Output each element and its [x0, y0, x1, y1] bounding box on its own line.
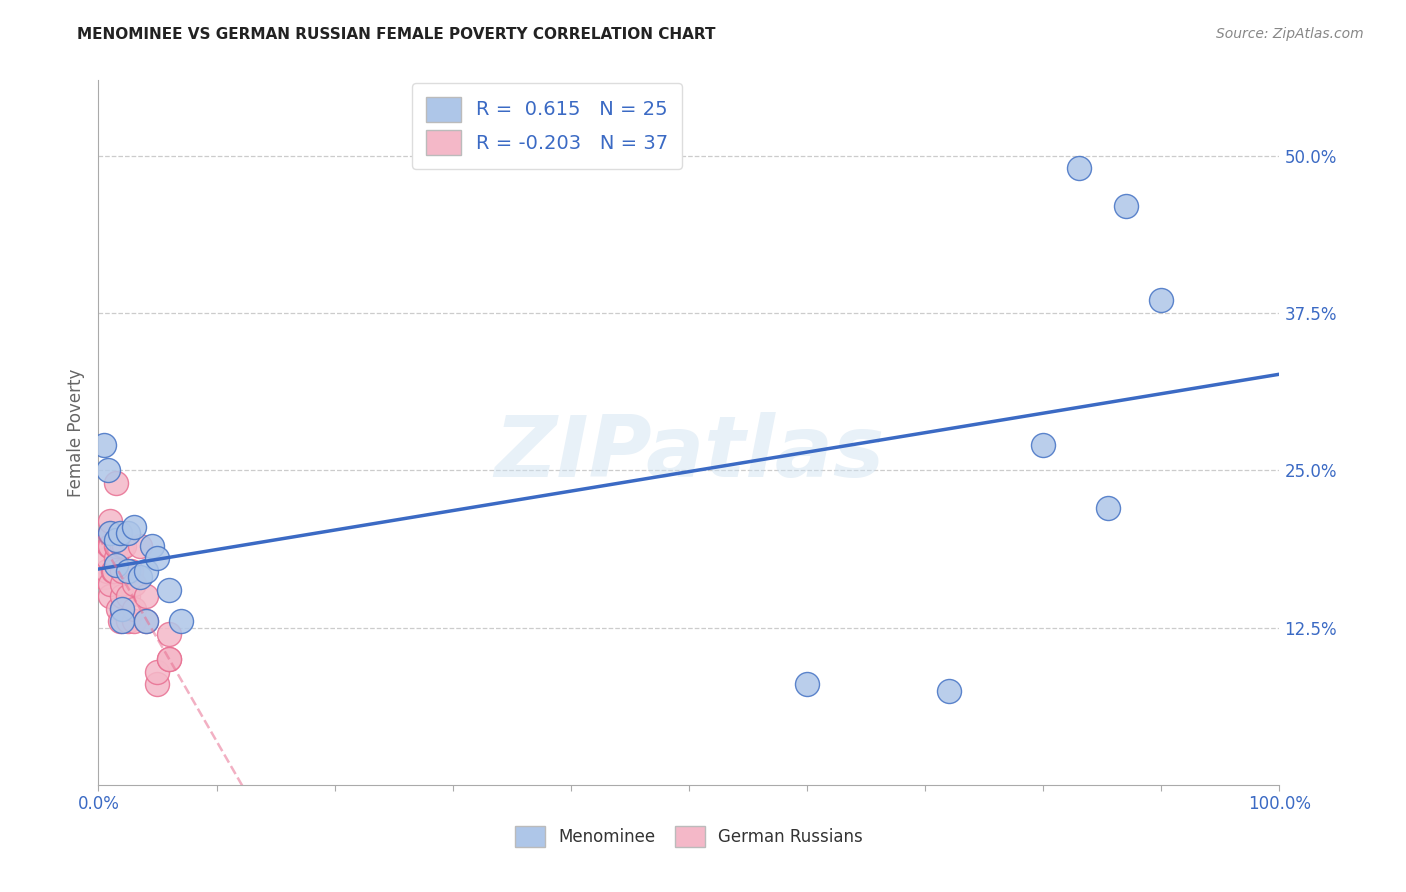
Point — [98, 539, 121, 553]
Point — [105, 558, 128, 572]
Point — [93, 570, 115, 584]
Point — [111, 615, 134, 629]
Point — [122, 520, 145, 534]
Point — [141, 539, 163, 553]
Point — [157, 582, 180, 597]
Text: Source: ZipAtlas.com: Source: ZipAtlas.com — [1216, 27, 1364, 41]
Point — [146, 551, 169, 566]
Point — [93, 438, 115, 452]
Point — [97, 463, 120, 477]
Point — [105, 475, 128, 490]
Point — [117, 615, 139, 629]
Point — [135, 589, 157, 603]
Point — [938, 683, 960, 698]
Point — [111, 589, 134, 603]
Point — [121, 564, 143, 578]
Point — [101, 564, 124, 578]
Point — [98, 576, 121, 591]
Point — [108, 615, 131, 629]
Point — [98, 539, 121, 553]
Point — [122, 601, 145, 615]
Point — [157, 652, 180, 666]
Point — [98, 526, 121, 541]
Point — [1115, 199, 1137, 213]
Point — [1150, 293, 1173, 308]
Point — [107, 601, 129, 615]
Legend: Menominee, German Russians: Menominee, German Russians — [508, 820, 870, 855]
Point — [122, 576, 145, 591]
Point — [111, 564, 134, 578]
Point — [111, 601, 134, 615]
Point — [105, 551, 128, 566]
Point — [105, 539, 128, 553]
Point — [98, 526, 121, 541]
Point — [98, 526, 121, 541]
Point — [117, 526, 139, 541]
Point — [122, 615, 145, 629]
Point — [796, 677, 818, 691]
Point — [111, 539, 134, 553]
Point — [117, 564, 139, 578]
Y-axis label: Female Poverty: Female Poverty — [66, 368, 84, 497]
Point — [111, 576, 134, 591]
Point — [146, 677, 169, 691]
Point — [117, 589, 139, 603]
Point — [108, 526, 131, 541]
Point — [135, 615, 157, 629]
Point — [105, 533, 128, 547]
Point — [170, 615, 193, 629]
Point — [157, 627, 180, 641]
Point — [1097, 501, 1119, 516]
Point — [96, 564, 118, 578]
Point — [103, 564, 125, 578]
Point — [112, 539, 135, 553]
Point — [1032, 438, 1054, 452]
Point — [97, 551, 120, 566]
Point — [98, 514, 121, 528]
Point — [128, 570, 150, 584]
Point — [98, 589, 121, 603]
Text: ZIPatlas: ZIPatlas — [494, 412, 884, 495]
Point — [128, 539, 150, 553]
Point — [111, 601, 134, 615]
Point — [135, 615, 157, 629]
Text: MENOMINEE VS GERMAN RUSSIAN FEMALE POVERTY CORRELATION CHART: MENOMINEE VS GERMAN RUSSIAN FEMALE POVER… — [77, 27, 716, 42]
Point — [1067, 161, 1090, 176]
Point — [146, 665, 169, 679]
Point — [135, 564, 157, 578]
Point — [157, 652, 180, 666]
